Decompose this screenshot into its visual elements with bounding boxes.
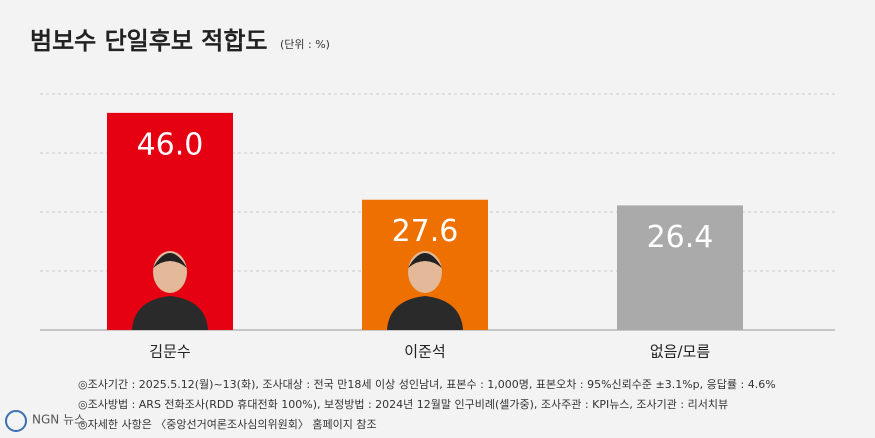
photo-body: [387, 296, 463, 330]
photo-hair: [408, 253, 442, 268]
bar: [617, 205, 743, 330]
note: ◎자세한 사항은 〈중앙선거여론조사심의위원회〉 홈페이지 참조: [78, 417, 377, 431]
photo: [132, 251, 208, 330]
bar: [107, 112, 233, 330]
x-tick-label: 김문수: [149, 343, 190, 361]
chart-title: 범보수 단일후보 적합도: [30, 27, 268, 55]
x-tick-label: 없음/모름: [650, 343, 710, 361]
logo-icon: [5, 410, 27, 432]
photo-hair: [153, 253, 187, 268]
logo: NGN 뉴스: [32, 413, 85, 427]
chart-subtitle: (단위 : %): [280, 38, 330, 51]
photo: [387, 251, 463, 330]
value-label: 27.6: [392, 214, 459, 249]
value-label: 46.0: [137, 127, 204, 162]
value-label: 26.4: [647, 220, 714, 255]
note: ◎조사기간 : 2025.5.12(월)~13(화), 조사대상 : 전국 만1…: [78, 378, 776, 391]
x-tick-label: 이준석: [404, 343, 445, 361]
notes: ◎조사기간 : 2025.5.12(월)~13(화), 조사대상 : 전국 만1…: [78, 378, 776, 431]
photo-body: [132, 296, 208, 330]
note: ◎조사방법 : ARS 전화조사(RDD 휴대전화 100%), 보정방법 : …: [78, 398, 728, 411]
